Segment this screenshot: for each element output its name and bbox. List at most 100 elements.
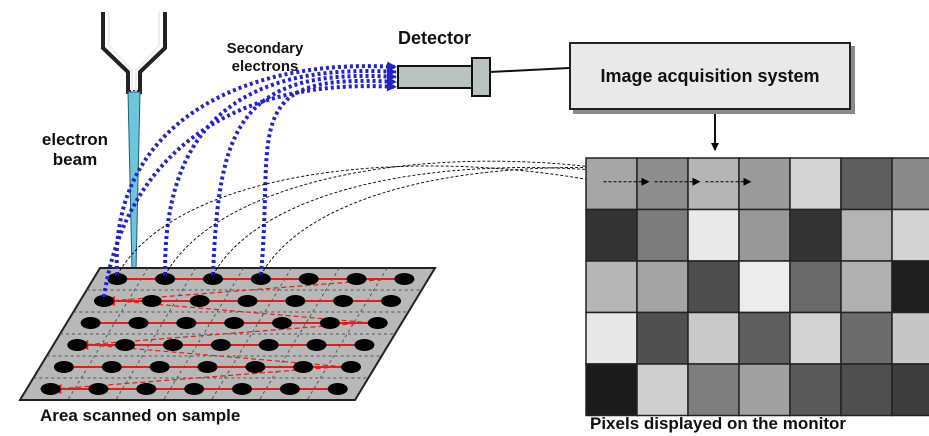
sample-dot <box>184 383 205 395</box>
secondary-electron-path <box>210 71 397 276</box>
sample-dot <box>40 383 61 395</box>
sample-dot <box>250 273 271 285</box>
sample-dot <box>306 339 327 351</box>
secondary-electron-path <box>114 61 397 276</box>
pixel-mapping-curve <box>116 165 613 276</box>
sample-dot <box>80 317 101 329</box>
sample-grid-line <box>67 267 149 401</box>
sample-dot <box>141 295 162 307</box>
sample-dot <box>162 339 183 351</box>
pixel-cell <box>585 311 638 365</box>
sample-dot <box>341 361 362 373</box>
pixel-cell <box>636 208 689 262</box>
sample-dot <box>224 317 245 329</box>
pixel-cell <box>789 311 842 365</box>
sample-grid-line <box>306 267 388 401</box>
detector-icon <box>397 57 491 97</box>
detector-label: Detector <box>398 28 472 48</box>
sample-grid-line <box>211 267 292 401</box>
sample-dot <box>189 295 210 307</box>
sample-dot <box>115 339 136 351</box>
scan-retrace-line <box>118 300 374 324</box>
sample-dot <box>149 361 170 373</box>
sample-grid-line <box>115 267 197 401</box>
sample-dot <box>53 361 74 373</box>
sample-dot <box>298 273 319 285</box>
secondary-electron-path <box>101 81 397 298</box>
sample-dot <box>319 317 340 329</box>
pixel-cell <box>840 157 893 211</box>
pixel-cell <box>789 157 842 211</box>
sample-dot <box>354 339 375 351</box>
image-acquisition-box: Image acquisition system <box>569 42 851 110</box>
sample-dot <box>381 295 402 307</box>
pixel-cell <box>585 157 638 211</box>
pixel-cell <box>738 157 791 211</box>
pixel-cell <box>636 260 689 314</box>
sample-dot <box>279 383 300 395</box>
sample-dot <box>93 295 114 307</box>
secondary-electron-paths <box>101 61 397 298</box>
pixel-cell <box>738 208 791 262</box>
sample-dot <box>237 295 258 307</box>
sample-dot <box>394 273 415 285</box>
sample-dot <box>285 295 306 307</box>
pixel-grid <box>585 157 929 417</box>
pixel-cell <box>636 363 689 417</box>
pixel-mapping-curve <box>164 160 664 276</box>
pixel-cell <box>789 363 842 417</box>
pixel-cell <box>840 311 893 365</box>
scan-retrace-line <box>91 344 347 368</box>
sample-dot <box>258 339 279 351</box>
area-scanned-label: Area scanned on sample <box>40 406 241 425</box>
detector-cable <box>489 67 570 73</box>
sample-dot <box>327 383 348 395</box>
sample-dot <box>272 317 293 329</box>
secondary-electron-path <box>163 66 397 276</box>
sample-grid-line <box>163 267 244 401</box>
sample-dot <box>176 317 197 329</box>
pixels-displayed-label: Pixels displayed on the monitor <box>590 414 846 433</box>
pixel-cell <box>789 260 842 314</box>
pixel-cell <box>891 363 929 417</box>
pixel-cell <box>687 260 740 314</box>
sample-dot <box>128 317 149 329</box>
secondary-electrons-label: Secondary electrons <box>226 40 304 75</box>
sample-dot <box>202 273 223 285</box>
pixel-cell <box>789 208 842 262</box>
pixel-cell <box>585 260 638 314</box>
pixel-cell <box>840 208 893 262</box>
pixel-cell <box>891 311 929 365</box>
pixel-cell <box>585 208 638 262</box>
pixel-cell <box>840 363 893 417</box>
pixel-cell <box>738 363 791 417</box>
sample-dot <box>88 383 109 395</box>
secondary-electron-path <box>258 76 397 276</box>
sample-grid <box>33 267 422 401</box>
pixel-cell <box>738 311 791 365</box>
sample-dot <box>232 383 253 395</box>
pixel-cell <box>636 157 689 211</box>
image-acquisition-label: Image acquisition system <box>600 65 820 86</box>
sample-dot <box>293 361 314 373</box>
electron-beam-label: electron beam <box>41 130 109 169</box>
sample-dots <box>40 273 415 395</box>
sample-dot <box>155 273 176 285</box>
pixel-cell <box>687 311 740 365</box>
pixel-cell <box>891 260 929 314</box>
sample-dot <box>107 273 128 285</box>
pixel-cell <box>840 260 893 314</box>
sample-dot <box>101 361 122 373</box>
pixel-cell <box>891 208 929 262</box>
sample-dot <box>346 273 367 285</box>
sample-dot <box>67 339 88 351</box>
pixel-cell <box>891 157 929 211</box>
sample-dot <box>136 383 157 395</box>
pixel-cell <box>687 363 740 417</box>
sample-dot <box>333 295 354 307</box>
sample-grid-line <box>258 267 340 401</box>
sample-dot <box>197 361 218 373</box>
pixel-cell <box>585 363 638 417</box>
pixel-cell <box>738 260 791 314</box>
